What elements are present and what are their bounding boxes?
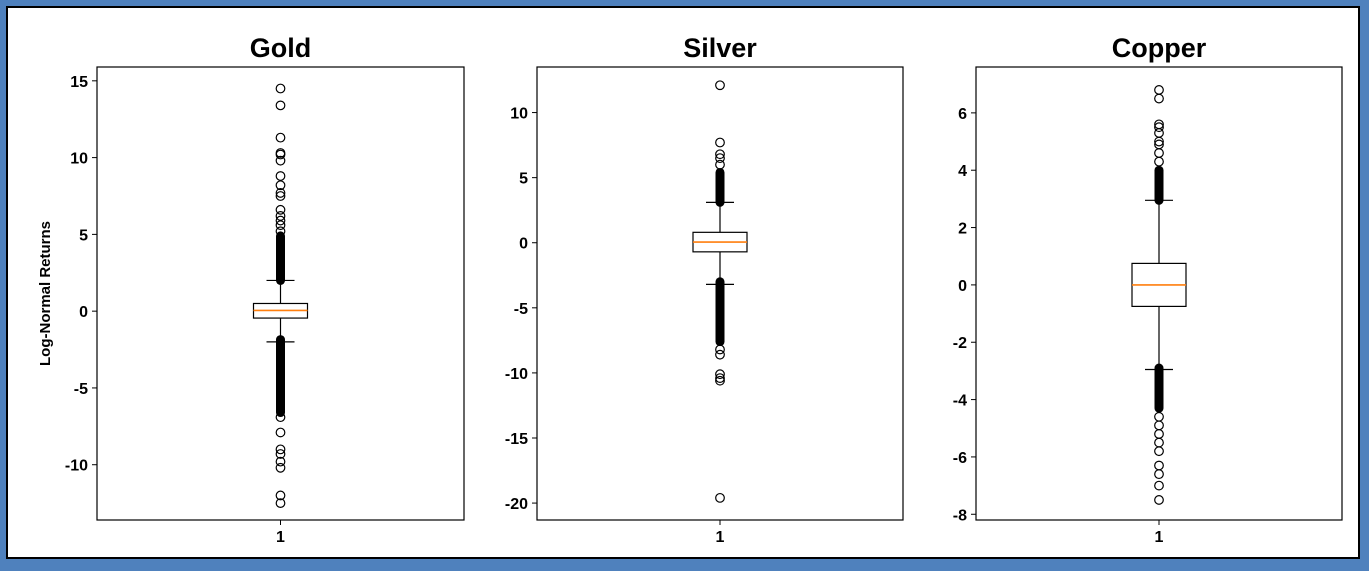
y-tick-label: -5 (74, 381, 88, 398)
y-tick-label: -20 (505, 496, 528, 513)
outlier-point (275, 215, 286, 226)
outlier-point (275, 444, 286, 455)
y-tick-label: 5 (519, 171, 528, 188)
x-tick-label: 1 (1155, 529, 1164, 546)
outlier-point (1154, 128, 1164, 138)
outlier-point (275, 83, 286, 94)
outlier-point (275, 155, 286, 166)
dense-outlier-run (715, 167, 725, 207)
y-tick-label: 2 (958, 221, 967, 238)
outlier-point (275, 191, 286, 201)
outlier-point (275, 226, 286, 237)
y-axis-label: Log-Normal Returns (37, 221, 54, 366)
y-tick-label: 0 (519, 236, 528, 253)
outlier-point (715, 153, 725, 164)
outlier-point (275, 427, 286, 438)
y-tick-label: -10 (505, 366, 528, 383)
outlier-point (715, 137, 725, 148)
outlier-point (715, 492, 725, 503)
outlier-point (275, 490, 286, 501)
x-tick-label: 1 (716, 529, 725, 546)
outlier-point (275, 180, 286, 191)
chart-title: Gold (250, 33, 312, 63)
outlier-point (1154, 480, 1164, 491)
outlier-point (275, 449, 286, 459)
outlier-point (1154, 446, 1164, 457)
dense-outlier-run (1154, 165, 1164, 205)
y-tick-label: 4 (958, 163, 967, 180)
y-tick-label: -10 (65, 458, 88, 475)
outlier-point (1154, 156, 1164, 167)
y-tick-label: 0 (958, 278, 967, 295)
y-tick-label: -5 (514, 301, 528, 318)
y-tick-label: 10 (70, 151, 88, 168)
outlier-point (275, 132, 286, 143)
y-tick-label: -4 (953, 393, 967, 410)
outlier-point (275, 171, 286, 181)
outlier-point (715, 344, 725, 355)
y-tick-label: 15 (70, 74, 88, 91)
outlier-point (1154, 420, 1164, 431)
outlier-point (275, 498, 286, 509)
outlier-point (1154, 469, 1164, 480)
outlier-point (275, 149, 286, 160)
y-tick-label: -15 (505, 431, 528, 448)
y-tick-label: -6 (953, 450, 967, 467)
outlier-point (1154, 495, 1164, 505)
outlier-point (275, 412, 286, 423)
dense-outlier-run (715, 277, 725, 347)
outlier-point (1154, 411, 1164, 422)
outlier-point (275, 462, 286, 473)
outlier-point (1154, 136, 1164, 147)
outlier-point (275, 204, 286, 215)
outlier-point (715, 80, 725, 91)
dense-outlier-run (276, 231, 285, 285)
outlier-point (1154, 85, 1164, 95)
outlier-point (275, 100, 286, 111)
y-tick-label: 10 (510, 106, 528, 123)
outlier-point (1154, 437, 1164, 448)
outlier-point (275, 211, 286, 221)
outlier-point (275, 456, 286, 467)
outlier-point (1154, 93, 1164, 104)
outlier-point (275, 188, 286, 198)
y-tick-label: 6 (958, 106, 967, 123)
y-tick-label: -2 (953, 335, 967, 352)
y-tick-label: 5 (79, 227, 88, 244)
outlier-point (275, 220, 286, 231)
dense-outlier-run (1154, 363, 1164, 413)
outlier-point (715, 159, 725, 170)
outlier-point (1154, 122, 1164, 133)
y-tick-label: 0 (79, 304, 88, 321)
x-tick-label: 1 (276, 529, 285, 546)
chart-title: Silver (683, 33, 757, 63)
dense-outlier-run (276, 335, 285, 418)
outlier-point (715, 375, 725, 386)
outlier-point (715, 373, 725, 384)
outlier-point (715, 349, 725, 360)
outlier-point (1154, 429, 1164, 439)
outlier-point (1154, 148, 1164, 158)
outlier-point (715, 369, 725, 380)
outlier-point (715, 149, 725, 160)
y-tick-label: -8 (953, 507, 967, 524)
chart-title: Copper (1112, 33, 1207, 63)
outlier-point (1154, 460, 1164, 471)
